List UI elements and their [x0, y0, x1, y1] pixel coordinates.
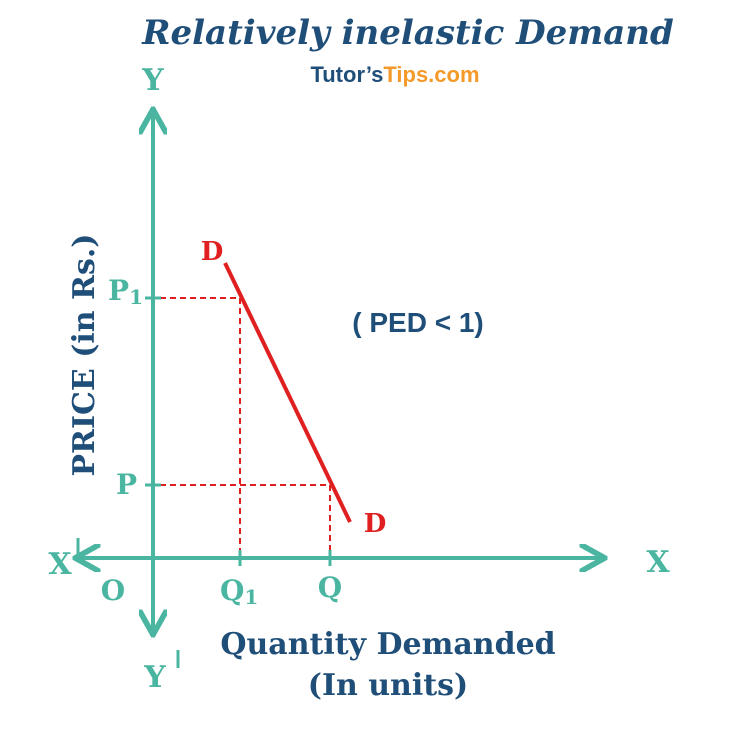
origin-label: O	[101, 574, 125, 607]
x-left-label: X	[48, 547, 72, 582]
annotation: ( PED < 1)	[352, 307, 483, 338]
q1-base: Q	[220, 574, 244, 607]
q1-sub: 1	[244, 585, 258, 609]
x-axis-title: Quantity Demanded	[220, 627, 555, 662]
p1-guide	[160, 297, 241, 558]
x-axis-title: (In units)	[308, 668, 468, 703]
p1-sub: 1	[129, 285, 143, 309]
title: Relatively inelastic Demand	[141, 13, 674, 53]
q1-label: Q1	[220, 574, 258, 609]
brand: Tutor’sTips.com	[310, 62, 479, 87]
p1-base: P	[108, 274, 129, 307]
curve-label: D	[364, 509, 387, 539]
p-guide	[160, 484, 331, 558]
x-right-label: X	[646, 545, 670, 580]
brand-second: Tips.com	[383, 62, 479, 87]
p-label: P	[116, 468, 137, 501]
p1-label: P1	[108, 274, 143, 309]
y-top-label: Y	[141, 63, 164, 98]
demand-curve	[223, 262, 352, 523]
brand-first: Tutor’s	[310, 62, 383, 87]
curve-label: D	[201, 237, 224, 267]
q-label: Q	[318, 571, 342, 604]
y-axis-title: PRICE (in Rs.)	[67, 233, 102, 476]
y-bottom-label: Y	[143, 660, 166, 695]
